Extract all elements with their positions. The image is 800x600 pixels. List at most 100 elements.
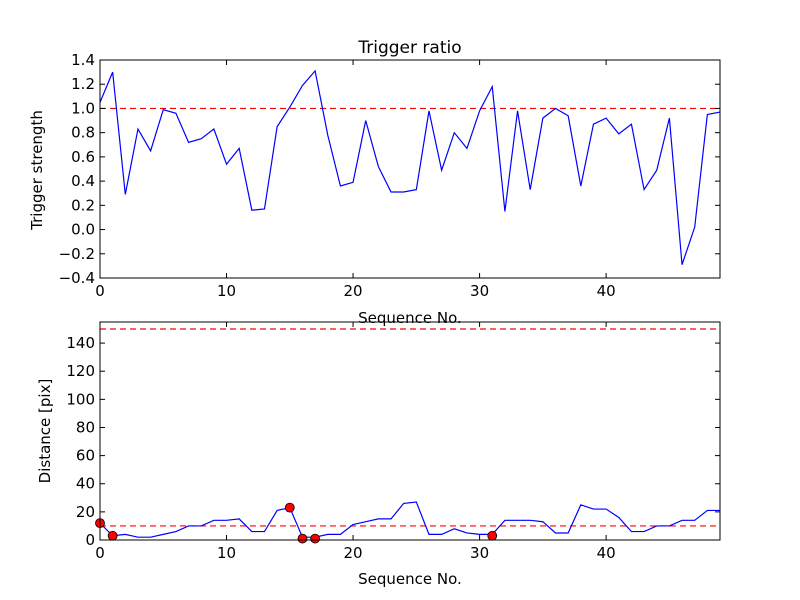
distance-ytick-label-5: 100 — [66, 390, 95, 408]
trigger-point-24 — [401, 190, 406, 195]
distance-point-6 — [173, 529, 178, 534]
distance-point-27 — [439, 532, 444, 537]
distance-marker-2 — [284, 502, 295, 513]
distance-ytick-label-4: 80 — [76, 418, 95, 436]
distance-ytick-label-7: 140 — [66, 334, 95, 352]
trigger-xtick-label-1: 10 — [217, 282, 236, 300]
trigger-point-4 — [148, 148, 153, 153]
trigger-point-1 — [110, 70, 115, 75]
trigger-ytick-label-3: 0.2 — [71, 196, 95, 214]
trigger-point-6 — [173, 111, 178, 116]
distance-ytick-label-2: 40 — [76, 475, 95, 493]
trigger-point-35 — [540, 116, 545, 121]
distance-point-46 — [680, 518, 685, 523]
trigger-point-9 — [211, 127, 216, 132]
distance-point-2 — [123, 532, 128, 537]
trigger-xtick-label-3: 30 — [470, 282, 489, 300]
distance-point-43 — [642, 529, 647, 534]
trigger-point-20 — [351, 180, 356, 185]
distance-point-24 — [401, 501, 406, 506]
trigger-ratio-axes: Trigger ratio Sequence No. Trigger stren… — [28, 38, 721, 327]
trigger-point-48 — [705, 112, 710, 117]
trigger-ratio-frame — [99, 59, 721, 279]
trigger-point-39 — [591, 122, 596, 127]
trigger-ytick-label-1: −0.2 — [59, 245, 95, 263]
trigger-ytick-label-6: 0.8 — [71, 124, 95, 142]
distance-point-19 — [338, 532, 343, 537]
trigger-point-36 — [553, 106, 558, 111]
distance-marker-4 — [310, 533, 321, 544]
distance-ytick-label-0: 0 — [85, 531, 95, 549]
trigger-point-42 — [629, 122, 634, 127]
trigger-xtick-label-2: 20 — [344, 282, 363, 300]
trigger-point-34 — [528, 187, 533, 192]
distance-point-21 — [363, 519, 368, 524]
distance-point-14 — [275, 508, 280, 513]
trigger-ratio-ylabel: Trigger strength — [28, 110, 46, 231]
distance-ytick-label-6: 120 — [66, 362, 95, 380]
trigger-point-23 — [389, 190, 394, 195]
distance-axes: Sequence No. Distance [pix] 0 10 20 30 40 0 20… — [36, 321, 721, 588]
distance-point-9 — [211, 518, 216, 523]
trigger-ratio-title: Trigger ratio — [357, 38, 461, 58]
trigger-xtick-label-4: 40 — [597, 282, 616, 300]
trigger-point-11 — [237, 146, 242, 151]
trigger-point-45 — [667, 116, 672, 121]
distance-point-20 — [351, 522, 356, 527]
trigger-series-line-0 — [99, 69, 721, 265]
distance-point-47 — [692, 518, 697, 523]
distance-point-7 — [186, 523, 191, 528]
trigger-point-22 — [376, 164, 381, 169]
distance-point-40 — [604, 507, 609, 512]
trigger-point-33 — [515, 108, 520, 113]
trigger-xtick-label-0: 0 — [95, 282, 105, 300]
distance-xtick-label-0: 0 — [95, 544, 105, 562]
trigger-point-41 — [616, 131, 621, 136]
trigger-point-46 — [680, 262, 685, 267]
trigger-point-47 — [692, 225, 697, 230]
trigger-point-17 — [313, 68, 318, 73]
trigger-point-10 — [224, 162, 229, 167]
trigger-point-16 — [300, 83, 305, 88]
trigger-ratio-xlabel: Sequence No. — [358, 309, 462, 327]
distance-point-23 — [389, 516, 394, 521]
trigger-ytick-label-4: 0.4 — [71, 172, 95, 190]
distance-xtick-label-4: 40 — [597, 544, 616, 562]
distance-point-22 — [376, 516, 381, 521]
trigger-point-31 — [490, 84, 495, 89]
trigger-point-18 — [325, 133, 330, 138]
trigger-ratio-ticks: 0 10 20 30 40 −0.4 −0.2 0.0 0.2 0.4 0.6 0.8 1.0 1.2 1.… — [59, 51, 720, 300]
trigger-point-43 — [642, 187, 647, 192]
trigger-point-12 — [249, 208, 254, 213]
distance-ytick-label-1: 20 — [76, 503, 95, 521]
trigger-point-25 — [414, 187, 419, 192]
distance-point-13 — [262, 529, 267, 534]
distance-point-26 — [426, 532, 431, 537]
distance-point-34 — [528, 518, 533, 523]
distance-series-line-0 — [99, 501, 720, 538]
distance-marker-1 — [107, 530, 118, 541]
trigger-point-32 — [502, 209, 507, 214]
distance-ylabel: Distance [pix] — [36, 379, 54, 484]
trigger-point-19 — [338, 183, 343, 188]
distance-xtick-label-3: 30 — [470, 544, 489, 562]
trigger-point-26 — [426, 108, 431, 113]
distance-point-36 — [553, 530, 558, 535]
distance-point-44 — [654, 523, 659, 528]
distance-ytick-label-3: 60 — [76, 447, 95, 465]
trigger-point-13 — [262, 206, 267, 211]
trigger-point-8 — [199, 136, 204, 141]
distance-point-45 — [667, 523, 672, 528]
trigger-ytick-label-2: 0.0 — [71, 221, 95, 239]
distance-point-48 — [705, 508, 710, 513]
trigger-point-5 — [161, 107, 166, 112]
distance-series — [99, 501, 720, 538]
trigger-point-28 — [452, 130, 457, 135]
distance-marker-3 — [297, 533, 308, 544]
trigger-point-15 — [287, 105, 292, 110]
distance-ticks: 0 10 20 30 40 0 20 40 60 80 100 120 140 — [66, 322, 720, 562]
trigger-point-2 — [123, 192, 128, 197]
trigger-point-44 — [654, 168, 659, 173]
distance-marker-5 — [487, 530, 498, 541]
